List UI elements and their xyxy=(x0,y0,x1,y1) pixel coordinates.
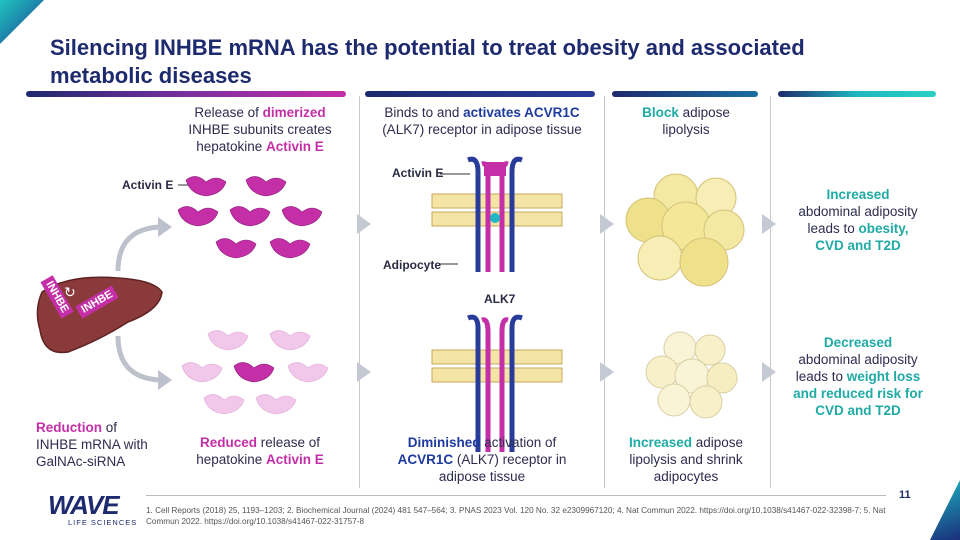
text-highlight: CVD and T2D xyxy=(815,403,901,418)
cycle-arrow-icon: ↻ xyxy=(64,284,76,300)
header-bar-2 xyxy=(365,91,595,97)
col3-bottom-text: Increased adipose lipolysis and shrink a… xyxy=(612,434,760,485)
text: of xyxy=(102,420,118,435)
flow-arrow-icon xyxy=(600,362,614,382)
adipocytes-large-illustration xyxy=(625,173,745,287)
text: activation of xyxy=(480,435,557,450)
liver-illustration xyxy=(36,276,163,354)
text: lipolysis xyxy=(662,122,710,137)
header-bar-4 xyxy=(778,91,936,97)
text-highlight: Activin E xyxy=(266,452,324,467)
curved-arrow-down xyxy=(115,335,172,390)
receptor-inactive-illustration xyxy=(431,314,563,452)
page-title: Silencing INHBE mRNA has the potential t… xyxy=(50,35,805,88)
text: adipose xyxy=(692,435,744,450)
text-highlight: Increased xyxy=(628,435,692,450)
text: GalNAc-siRNA xyxy=(36,454,126,469)
col2-top-text: Binds to and activates ACVR1C (ALK7) rec… xyxy=(368,104,596,138)
activin-e-label: Activin E xyxy=(392,166,444,180)
text: release of xyxy=(256,435,321,450)
logo-sub: LIFE SCIENCES xyxy=(68,518,138,527)
col1-top-text: Release of dimerized INHBE subunits crea… xyxy=(170,104,350,155)
logo-word: WAVE xyxy=(48,490,120,520)
text: leads to xyxy=(795,369,847,384)
text: abdominal adiposity xyxy=(798,204,918,219)
col4-bottom-text: Decreased abdominal adiposity leads to w… xyxy=(780,334,936,419)
alk7-label: ALK7 xyxy=(484,292,516,306)
text: Release of xyxy=(194,105,263,120)
receptor-active-illustration xyxy=(431,156,563,272)
flow-arrow-icon xyxy=(600,214,614,234)
col4-top-text: Increased abdominal adiposity leads to o… xyxy=(780,186,936,254)
text: hepatokine xyxy=(196,452,267,467)
wave-logo: WAVE LIFE SCIENCES xyxy=(48,490,136,527)
text-highlight: Increased xyxy=(826,187,890,202)
col1-bottom-text: Reduced release of hepatokine Activin E xyxy=(170,434,350,468)
text-highlight: activates ACVR1C xyxy=(463,105,580,120)
text: adipose tissue xyxy=(438,469,526,484)
page-number: 11 xyxy=(899,489,911,501)
text-highlight: Decreased xyxy=(823,335,893,350)
activin-dimers-faded xyxy=(181,330,329,415)
text: hepatokine xyxy=(196,139,267,154)
text-highlight: Diminished xyxy=(407,435,481,450)
label-pointer-lines xyxy=(440,173,470,265)
activin-dimers-bright xyxy=(177,176,323,259)
text-highlight: Reduced xyxy=(199,435,257,450)
text-highlight: obesity, xyxy=(858,221,909,236)
text-highlight: Activin E xyxy=(266,139,324,154)
text-highlight: CVD and T2D xyxy=(815,238,901,253)
divider xyxy=(770,96,771,488)
text: INHBE subunits creates xyxy=(188,122,332,137)
corner-decoration-bottom-right xyxy=(930,480,960,540)
divider xyxy=(604,96,605,488)
adipocyte-label: Adipocyte xyxy=(383,258,442,272)
text-highlight: ACVR1C xyxy=(397,452,454,467)
liver-reduction-text: Reduction of INHBE mRNA with GalNAc-siRN… xyxy=(36,419,176,470)
text: abdominal adiposity xyxy=(798,352,918,367)
text: adipocytes xyxy=(653,469,719,484)
text: (ALK7) receptor in adipose tissue xyxy=(382,122,582,137)
text-highlight: dimerized xyxy=(262,105,326,120)
flow-arrow-icon xyxy=(357,362,371,382)
text: INHBE mRNA with xyxy=(36,437,148,452)
header-bar-3 xyxy=(612,91,758,97)
activin-e-label: Activin E xyxy=(122,178,174,192)
text: (ALK7) receptor in xyxy=(453,452,567,467)
col3-top-text: Block adipose lipolysis xyxy=(612,104,760,138)
adipocytes-small-illustration xyxy=(645,331,738,419)
text: leads to xyxy=(807,221,859,236)
header-bar-1 xyxy=(26,91,346,97)
references: 1. Cell Reports (2018) 25, 1193–1203; 2.… xyxy=(146,506,886,526)
text-highlight: Block xyxy=(642,105,679,120)
col2-bottom-text: Diminished activation of ACVR1C (ALK7) r… xyxy=(368,434,596,485)
flow-arrow-icon xyxy=(762,214,776,234)
footer-divider xyxy=(146,495,886,496)
text-highlight: and reduced risk for xyxy=(793,386,923,401)
text-highlight: Reduction xyxy=(36,420,102,435)
text: Binds to and xyxy=(384,105,464,120)
text-highlight: weight loss xyxy=(846,369,921,384)
text: adipose xyxy=(678,105,730,120)
flow-arrow-icon xyxy=(357,214,371,234)
corner-decoration-top-left xyxy=(0,0,44,44)
flow-arrow-icon xyxy=(762,362,776,382)
curved-arrow-up xyxy=(115,217,172,272)
divider xyxy=(359,96,360,488)
text: lipolysis and shrink xyxy=(629,452,743,467)
